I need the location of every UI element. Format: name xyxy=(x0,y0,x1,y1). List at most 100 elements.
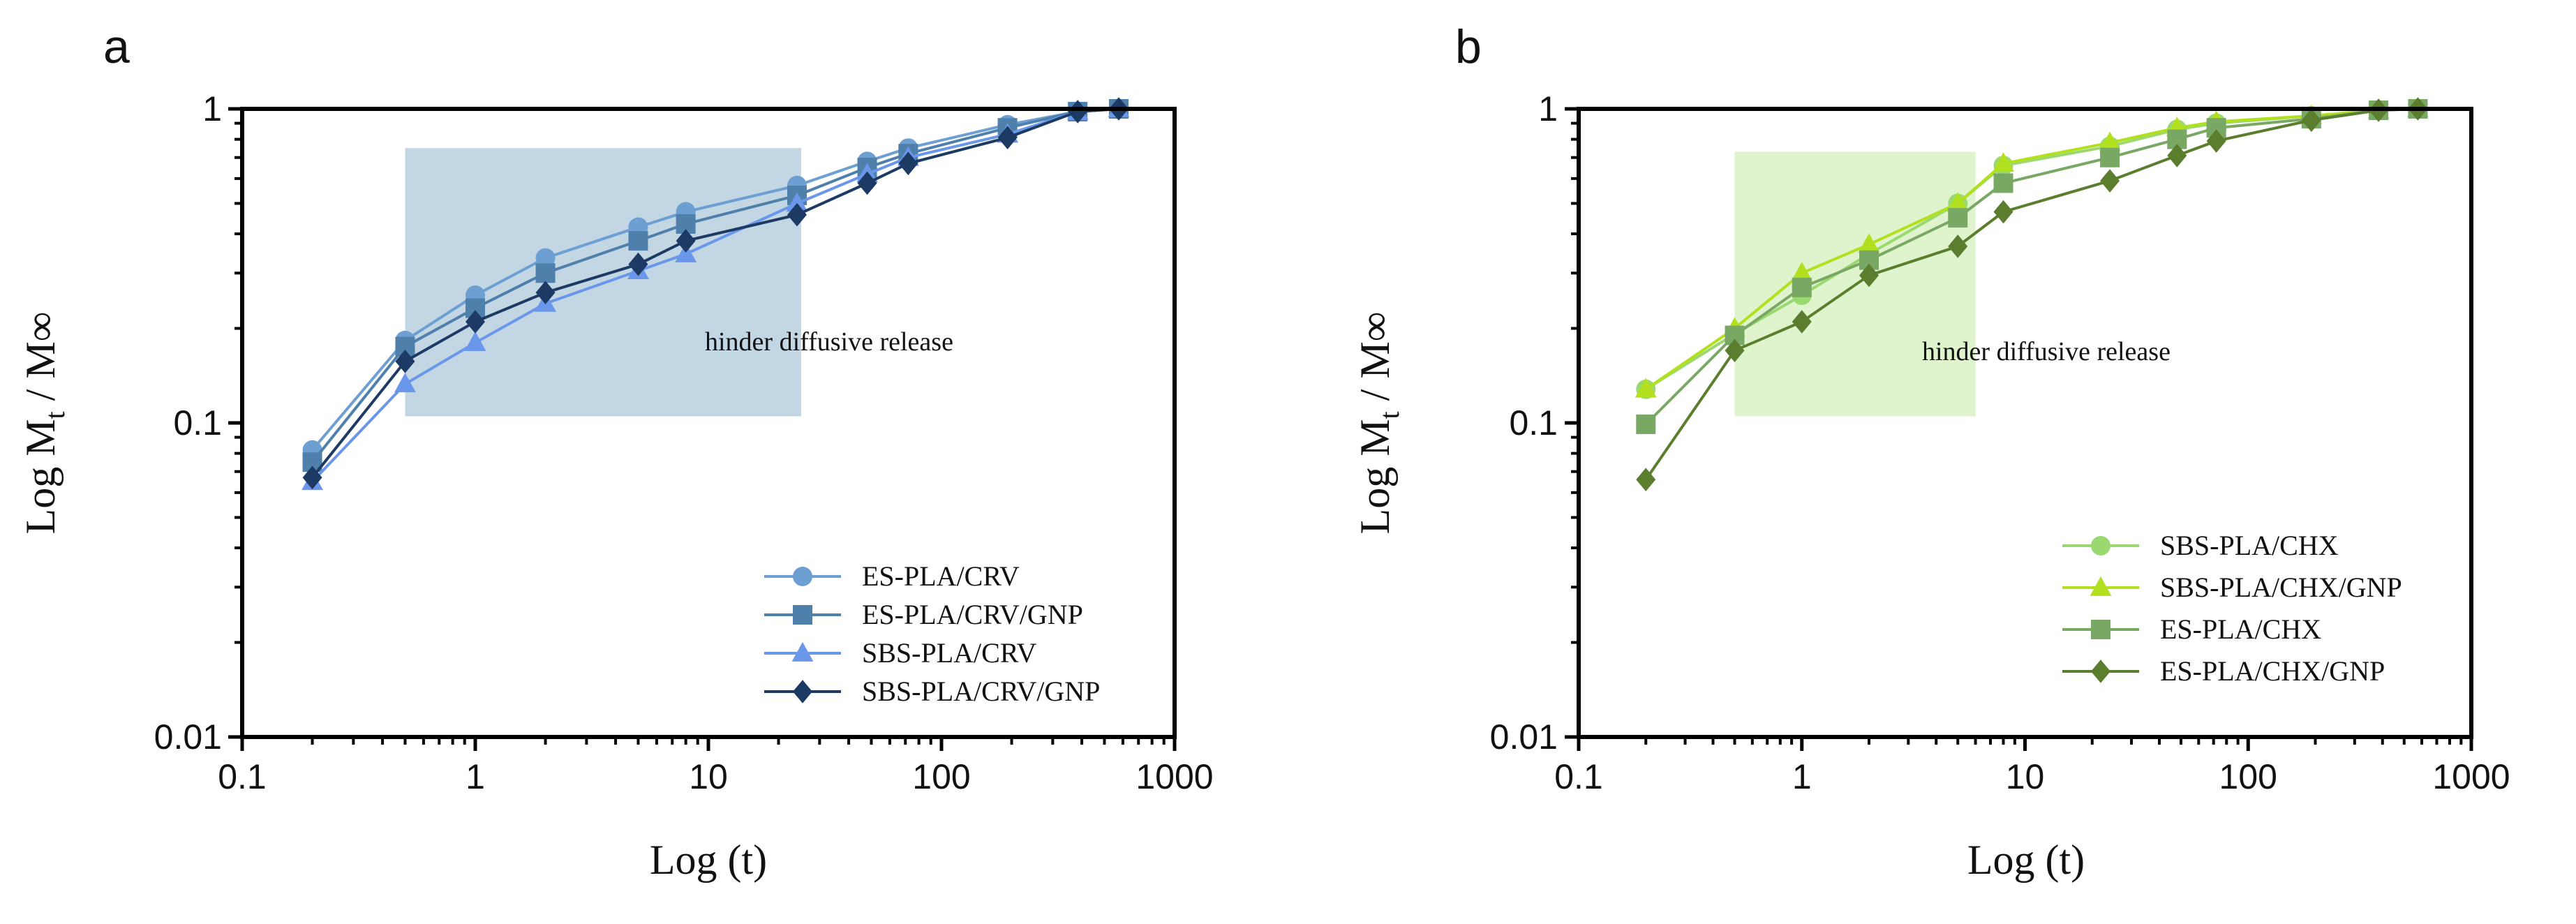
panel-b-data-point xyxy=(1635,378,1657,398)
panel-b-legend-marker xyxy=(2091,660,2110,683)
panel-b-x-axis-label: Log (t) xyxy=(1967,837,2085,883)
panel-a-series-line xyxy=(311,107,1119,479)
panel-b-data-point xyxy=(1636,414,1656,434)
panel-a-data-point xyxy=(628,252,648,276)
panel-a-legend-label: ES-PLA/CRV/GNP xyxy=(862,599,1083,630)
panel-a-legend-label: SBS-PLA/CRV/GNP xyxy=(862,676,1100,707)
panel-b-annotation: hinder diffusive release xyxy=(1922,337,2171,366)
panel-b-x-tick-label: 1000 xyxy=(2432,757,2510,796)
panel-a-data-point xyxy=(395,350,415,373)
panel-a-data-point xyxy=(1068,100,1088,124)
panel-b-x-tick-label: 10 xyxy=(2006,757,2045,796)
panel-b-y-tick-label: 0.1 xyxy=(1509,403,1558,442)
panel-b-data-point xyxy=(2167,144,2187,167)
panel-a-data-point xyxy=(786,192,808,212)
panel-a-letter: a xyxy=(103,20,130,73)
panel-a-series xyxy=(301,97,1130,491)
panel-b-legend-label: ES-PLA/CHX xyxy=(2160,613,2321,645)
panel-a-data-point xyxy=(857,171,877,195)
panel-b-x-tick-label: 1 xyxy=(1792,757,1812,796)
panel-b-series-line xyxy=(1644,107,2418,481)
panel-b-data-point xyxy=(1792,277,1812,297)
panel-b-legend-marker xyxy=(2091,620,2110,639)
panel-b-x-tick-label: 0.1 xyxy=(1554,757,1603,796)
panel-a-data-point xyxy=(535,281,556,305)
panel-a-legend-label: SBS-PLA/CRV xyxy=(862,637,1036,669)
panel-a-legend-item: SBS-PLA/CRV/GNP xyxy=(764,676,1100,707)
panel-a-data-point xyxy=(787,202,807,227)
panel-b-data-point xyxy=(1948,208,1968,228)
panel-a-x-tick-label: 0.1 xyxy=(218,757,267,796)
panel-a-legend-marker xyxy=(793,567,812,586)
panel-a-x-tick-label: 1000 xyxy=(1136,757,1213,796)
panel-a-legend-marker xyxy=(791,641,814,662)
panel-b-data-point xyxy=(1636,468,1656,492)
panel-a-series-3 xyxy=(302,97,1129,490)
panel-a-legend-marker xyxy=(793,605,812,625)
panel-a-y-tick-label: 0.01 xyxy=(154,717,222,757)
panel-b-series-3 xyxy=(1636,97,2428,492)
panel-b-axes-frame xyxy=(1577,107,2473,739)
panel-b-data-point xyxy=(1791,262,1813,282)
panel-a-y-axis-label: Log Mt / M∞ xyxy=(17,312,70,535)
panel-a-y-tick-label: 0.1 xyxy=(173,403,222,442)
panel-b-legend-marker xyxy=(2091,536,2110,556)
panel-a-legend-item: SBS-PLA/CRV xyxy=(764,637,1036,669)
panel-a-x-tick-label: 100 xyxy=(912,757,970,796)
panel-a-legend-marker xyxy=(793,680,812,703)
panel-a-legend-label: ES-PLA/CRV xyxy=(862,560,1020,592)
panel-a-legend: ES-PLA/CRV ES-PLA/CRV/GNP SBS-PLA/CRV SBS-P… xyxy=(764,560,1100,707)
panel-b-x-tick-label: 100 xyxy=(2219,757,2277,796)
panel-b-legend-marker xyxy=(2090,576,2112,596)
panel-b-series-line xyxy=(1645,107,2418,391)
panel-a-data-point xyxy=(535,248,556,268)
panel-a-series-line xyxy=(311,107,1119,452)
panel-a-data-point xyxy=(898,151,918,176)
panel-b-legend-label: SBS-PLA/CHX xyxy=(2160,530,2339,561)
panel-a-data-point xyxy=(997,126,1018,149)
panel-b-legend-item: ES-PLA/CHX xyxy=(2062,613,2321,645)
panel-a-x-tick-label: 1 xyxy=(466,757,485,796)
panel-b-data-point xyxy=(1993,200,2013,224)
panel-b-data-point xyxy=(2099,131,2121,151)
panel-b-letter: b xyxy=(1455,20,1482,73)
panel-b-data-point xyxy=(2100,147,2120,167)
panel-a-data-point xyxy=(628,231,648,251)
panel-a-data-point xyxy=(394,373,416,393)
panel-b-legend: SBS-PLA/CHX SBS-PLA/CHX/GNP ES-PLA/CHX ES-P… xyxy=(2062,530,2402,687)
panel-b-y-tick-label: 1 xyxy=(1538,89,1558,128)
panel-b-data-point xyxy=(2301,108,2321,133)
panel-b-data-point xyxy=(2100,169,2120,193)
panel-a-data-point xyxy=(464,331,486,352)
panel-a-data-point xyxy=(466,310,485,334)
panel-b-legend-item: ES-PLA/CHX/GNP xyxy=(2062,655,2385,687)
panel-b-series-1 xyxy=(1635,97,2429,398)
panel-a-data-point xyxy=(302,465,322,490)
panel-b-data-point xyxy=(1993,152,2014,172)
panel-b-data-point xyxy=(1792,310,1812,334)
panel-b-y-axis-label: Log Mt / M∞ xyxy=(1352,312,1405,535)
panel-b-data-point xyxy=(1946,192,1969,212)
panel-a-data-point xyxy=(676,229,696,253)
panel-a-y-tick-label: 1 xyxy=(202,89,222,128)
panel-b-data-point xyxy=(1859,263,1879,288)
panel-a-x-axis-label: Log (t) xyxy=(650,837,767,883)
panel-b-y-tick-label: 0.01 xyxy=(1490,717,1558,757)
panel-a-x-tick-label: 10 xyxy=(689,757,728,796)
panel-a-legend-item: ES-PLA/CRV/GNP xyxy=(764,599,1083,630)
panel-b-data-point xyxy=(1948,234,1968,258)
panel-b-data-point xyxy=(1725,338,1745,363)
panel-b-data-point xyxy=(1858,233,1880,253)
panel-b-legend-item: SBS-PLA/CHX/GNP xyxy=(2062,572,2402,603)
panel-b-data-point xyxy=(1993,173,2013,193)
panel-a-legend-item: ES-PLA/CRV xyxy=(764,560,1020,592)
panel-a-series-line xyxy=(311,107,1119,463)
panel-a-annotation: hinder diffusive release xyxy=(705,327,953,357)
panel-b-legend-label: SBS-PLA/CHX/GNP xyxy=(2160,572,2402,603)
panel-b-data-point xyxy=(2206,129,2226,153)
